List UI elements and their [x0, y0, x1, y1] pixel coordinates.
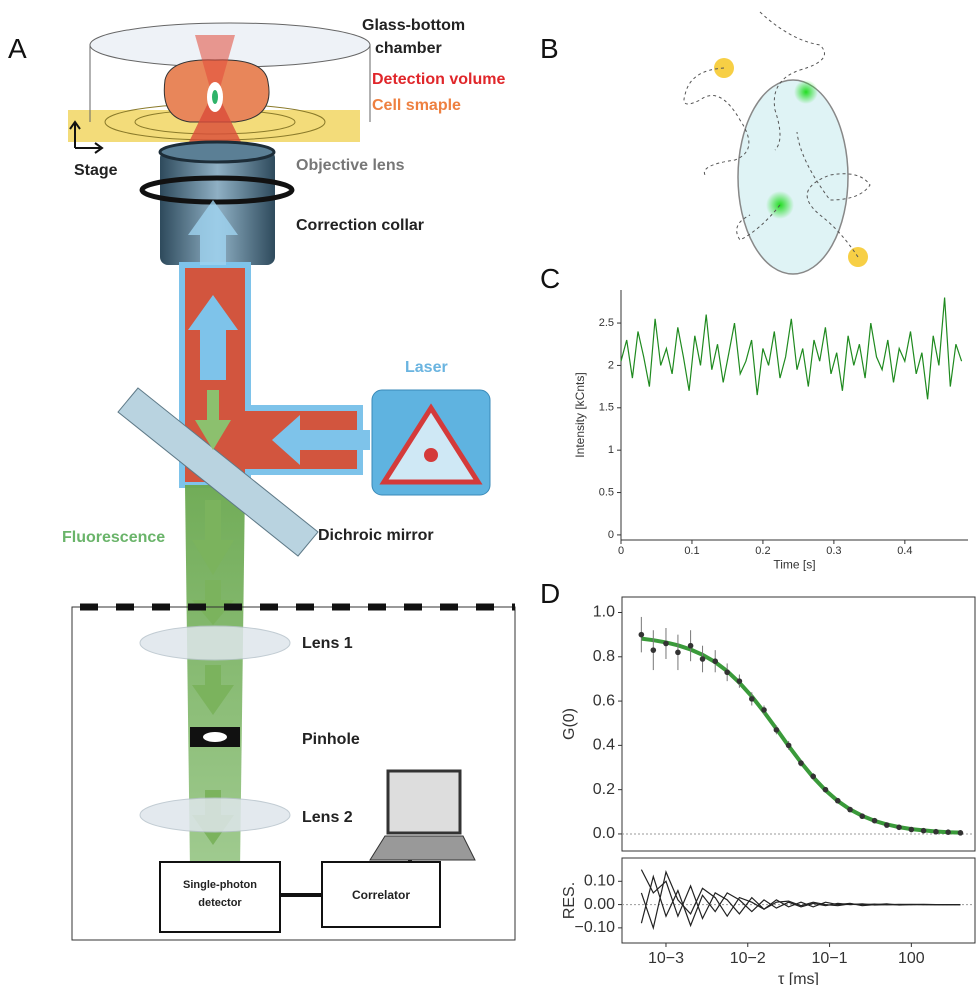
label: Glass-bottom [362, 17, 465, 34]
panel-label: B [540, 33, 559, 64]
focal-volume [738, 80, 848, 274]
objective-top [160, 142, 274, 162]
data-point [921, 828, 927, 834]
x-tick-label: 10−3 [648, 950, 684, 967]
y-tick-label: 0.2 [593, 781, 615, 798]
fluorophore [794, 80, 818, 104]
laptop-screen [388, 771, 460, 833]
y-tick-label: 0.5 [599, 486, 614, 498]
x-tick-label: 0.4 [897, 545, 912, 557]
x-tick-label: 0.2 [755, 545, 770, 557]
data-point [688, 643, 694, 649]
pinhole-aperture [203, 732, 227, 742]
plot-frame [622, 858, 975, 943]
label: Pinhole [302, 731, 360, 748]
y-tick-label: 2.5 [599, 317, 614, 329]
data-point [786, 743, 792, 749]
y-axis-label: Intensity [kCnts] [573, 372, 587, 457]
data-point [847, 807, 853, 813]
y-tick-label: 0 [608, 529, 614, 541]
y-tick-label: 2 [608, 359, 614, 371]
panel-label: D [540, 578, 560, 609]
data-point [896, 825, 902, 831]
x-axis-label: Time [s] [773, 557, 815, 571]
x-tick-label: 0.3 [826, 545, 841, 557]
y-tick-label: 1.5 [599, 402, 614, 414]
data-point [749, 696, 755, 702]
label: Lens 2 [302, 809, 353, 826]
laser-warning-dot [424, 448, 438, 462]
label: Fluorescence [62, 529, 165, 546]
panel-label: A [8, 33, 27, 64]
data-point [712, 658, 718, 664]
data-point [737, 678, 743, 684]
data-point [835, 798, 841, 804]
panel-label: C [540, 263, 560, 294]
data-point [700, 656, 706, 662]
detection-volume-core [212, 90, 218, 104]
y-tick-label: 1 [608, 444, 614, 456]
x-tick-label: 0.1 [684, 545, 699, 557]
data-point [798, 760, 804, 766]
y-tick-label: 0.0 [593, 825, 615, 842]
data-point [909, 827, 915, 833]
y-tick-label: 0.6 [593, 692, 615, 709]
plot-frame [622, 597, 975, 851]
data-line [641, 877, 960, 926]
label: Single-photon [183, 879, 257, 891]
data-point [639, 632, 645, 638]
data-point [675, 650, 681, 656]
label: Detection volume [372, 71, 505, 88]
data-point [810, 774, 816, 780]
x-tick-label: 10−2 [730, 950, 766, 967]
x-axis-label: τ [ms] [778, 971, 819, 985]
label: Correlator [352, 888, 410, 902]
y-axis-label: G(0) [561, 708, 578, 740]
y-axis-label: RES. [561, 882, 578, 919]
x-tick-label: 0 [618, 545, 624, 557]
data-point [651, 647, 657, 653]
data-point [823, 787, 829, 793]
label: Stage [74, 162, 118, 179]
data-point [663, 641, 669, 647]
page: Glass-bottom chamber Detection volume Ce… [0, 0, 976, 985]
data-point [933, 829, 939, 835]
data-point [958, 830, 964, 836]
setup-diagram: Glass-bottom chamber Detection volume Ce… [62, 17, 515, 940]
label: Lens 1 [302, 635, 353, 652]
data-point [872, 818, 878, 824]
y-tick-label: 1.0 [593, 604, 615, 621]
label: Dichroic mirror [318, 527, 434, 544]
data-point [761, 707, 767, 713]
lens-2 [140, 798, 290, 832]
data-point [945, 829, 951, 835]
lens-1 [140, 626, 290, 660]
y-tick-label: 0.8 [593, 648, 615, 665]
data-line [641, 639, 960, 833]
y-tick-label: 0.00 [584, 896, 615, 913]
figure: Glass-bottom chamber Detection volume Ce… [0, 0, 976, 985]
laptop-base [370, 836, 475, 860]
data-point [774, 727, 780, 733]
stage-arrow [75, 143, 102, 153]
data-line [641, 870, 960, 919]
label: detector [198, 897, 242, 909]
x-tick-label: 100 [898, 950, 925, 967]
y-tick-label: 0.4 [593, 737, 615, 754]
label: chamber [375, 40, 442, 57]
data-line [641, 872, 960, 928]
label: Correction collar [296, 217, 424, 234]
data-point [724, 669, 730, 675]
data-point [884, 822, 890, 828]
label: Objective lens [296, 157, 405, 174]
label: Laser [405, 359, 448, 376]
x-tick-label: 10−1 [812, 950, 848, 967]
data-point [859, 813, 865, 819]
diffusion-sketch [684, 12, 870, 274]
data-line [621, 298, 962, 400]
y-tick-label: −0.10 [575, 919, 616, 936]
y-tick-label: 0.10 [584, 873, 615, 890]
label: Cell smaple [372, 97, 461, 114]
